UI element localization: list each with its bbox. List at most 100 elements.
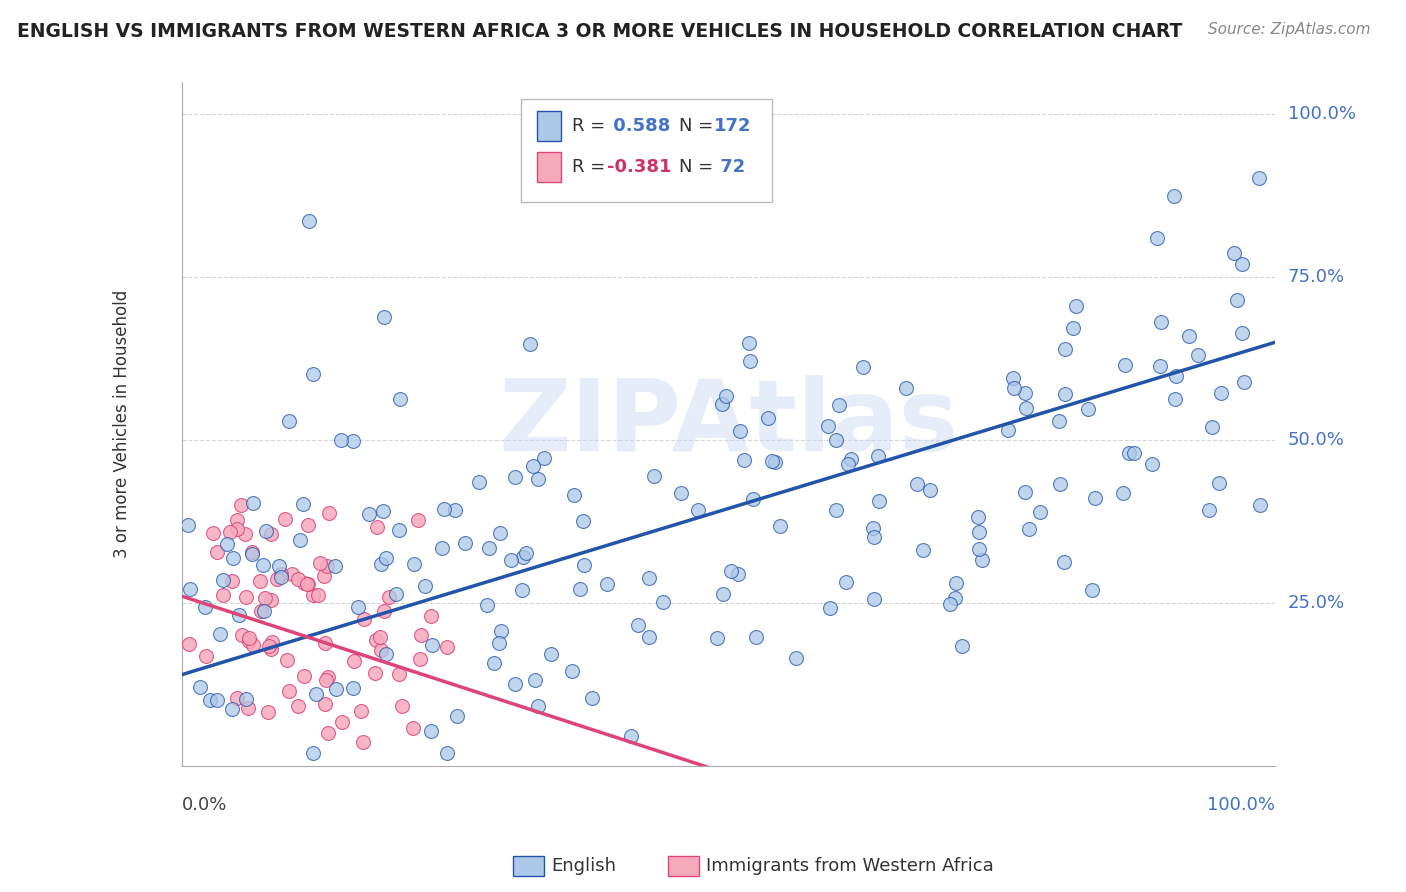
Point (1163, 392, 1185, 407)
Point (1178, 328, 1201, 343)
Point (249, 604, 271, 618)
Point (482, 656, 505, 670)
Point (366, 632, 388, 647)
Point (1226, 293, 1249, 307)
Point (706, 631, 728, 645)
Point (302, 588, 325, 602)
Text: -0.381: -0.381 (607, 159, 672, 177)
Point (468, 475, 491, 490)
Point (1249, 170, 1271, 185)
Point (292, 669, 315, 683)
Point (278, 414, 301, 428)
Point (652, 594, 675, 608)
Point (205, 544, 228, 558)
Point (943, 591, 966, 606)
Point (1014, 385, 1036, 400)
Point (1015, 401, 1038, 416)
Text: 0.0%: 0.0% (183, 797, 228, 814)
Point (643, 469, 665, 483)
FancyBboxPatch shape (537, 111, 561, 142)
Point (378, 590, 401, 604)
Point (526, 472, 548, 486)
Point (1002, 381, 1025, 395)
Point (785, 650, 807, 665)
Point (1233, 375, 1256, 389)
Point (1064, 299, 1087, 313)
Point (211, 573, 233, 587)
Point (347, 599, 370, 614)
FancyBboxPatch shape (522, 99, 772, 202)
Point (352, 735, 374, 749)
Point (190, 680, 212, 694)
Point (391, 699, 413, 714)
Point (966, 510, 988, 524)
Point (1146, 231, 1168, 245)
Point (512, 549, 534, 564)
Point (720, 564, 742, 578)
Text: ENGLISH VS IMMIGRANTS FROM WESTERN AFRICA 3 OR MORE VEHICLES IN HOUSEHOLD CORREL: ENGLISH VS IMMIGRANTS FROM WESTERN AFRIC… (17, 22, 1182, 41)
Point (316, 670, 339, 684)
Point (179, 582, 201, 596)
Point (638, 630, 661, 644)
Point (222, 550, 245, 565)
Point (226, 513, 249, 527)
Point (276, 653, 298, 667)
Point (596, 576, 619, 591)
Point (918, 483, 941, 498)
Point (314, 636, 336, 650)
Point (373, 604, 395, 618)
Point (837, 458, 859, 472)
Point (862, 521, 884, 535)
Point (688, 503, 710, 517)
Point (818, 600, 841, 615)
Point (446, 709, 468, 723)
Point (835, 575, 858, 590)
Point (389, 392, 412, 406)
Point (571, 514, 593, 528)
Point (177, 518, 200, 533)
Point (298, 213, 321, 227)
Point (302, 367, 325, 381)
Point (1047, 414, 1070, 428)
Point (287, 698, 309, 713)
Point (343, 654, 366, 668)
Point (1201, 420, 1223, 434)
Point (281, 566, 304, 581)
Point (524, 673, 547, 687)
Point (353, 611, 375, 625)
Point (522, 458, 544, 473)
Point (1140, 458, 1163, 472)
Point (763, 455, 786, 469)
Point (253, 604, 276, 618)
Text: Source: ZipAtlas.com: Source: ZipAtlas.com (1208, 22, 1371, 37)
Point (839, 451, 862, 466)
Text: R =: R = (572, 118, 612, 136)
Point (1014, 484, 1036, 499)
Point (526, 699, 548, 714)
Point (863, 591, 886, 606)
Point (1077, 401, 1099, 416)
Point (499, 552, 522, 566)
Point (997, 423, 1019, 437)
Point (478, 541, 501, 556)
Point (1164, 369, 1187, 384)
Point (329, 434, 352, 448)
Point (366, 519, 388, 533)
Point (194, 600, 217, 615)
Point (905, 477, 928, 491)
Point (235, 692, 257, 706)
Point (406, 512, 429, 526)
Point (868, 494, 890, 508)
Point (318, 506, 340, 520)
Point (371, 504, 394, 518)
Point (669, 486, 692, 500)
Point (1114, 358, 1136, 372)
Point (342, 434, 364, 449)
Point (267, 558, 290, 573)
Point (491, 624, 513, 638)
Point (375, 647, 398, 661)
Point (950, 639, 973, 653)
Point (627, 617, 650, 632)
Point (309, 556, 332, 570)
Point (863, 530, 886, 544)
